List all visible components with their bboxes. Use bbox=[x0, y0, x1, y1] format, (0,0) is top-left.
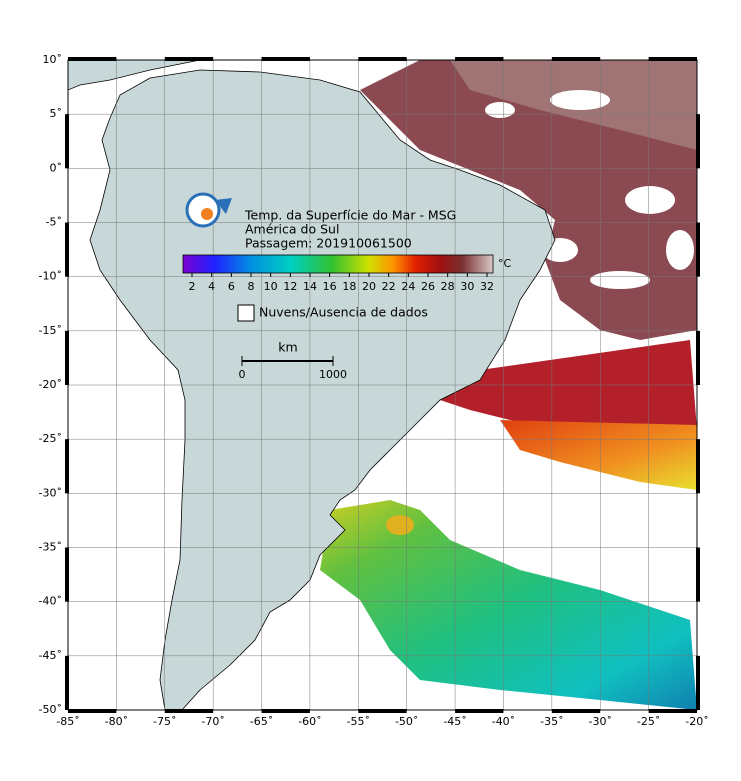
sst-south bbox=[320, 500, 697, 710]
colorbar-tick-label: 18 bbox=[342, 280, 356, 293]
lon-tick-label: -65˚ bbox=[250, 715, 273, 728]
lat-tick-label: 5˚ bbox=[50, 107, 63, 120]
border-segment bbox=[696, 439, 700, 494]
lon-tick-label: -25˚ bbox=[637, 715, 660, 728]
border-segment bbox=[455, 709, 504, 713]
colorbar-tick-label: 28 bbox=[441, 280, 455, 293]
lon-tick-label: -40˚ bbox=[492, 715, 515, 728]
border-segment bbox=[696, 330, 700, 385]
lon-tick-label: -55˚ bbox=[347, 715, 370, 728]
lat-tick-label: -20˚ bbox=[39, 378, 62, 391]
colorbar-tick-label: 2 bbox=[189, 280, 196, 293]
colorbar-tick-label: 32 bbox=[480, 280, 494, 293]
border-segment bbox=[551, 709, 601, 713]
lon-tick-label: -75˚ bbox=[153, 715, 176, 728]
colorbar-unit: °C bbox=[498, 257, 512, 270]
border-segment bbox=[68, 57, 117, 61]
border-segment bbox=[358, 709, 407, 713]
colorbar-tick-label: 16 bbox=[323, 280, 337, 293]
border-segment bbox=[164, 709, 214, 713]
lon-tick-label: -85˚ bbox=[56, 715, 79, 728]
border-segment bbox=[65, 655, 69, 710]
lon-tick-label: -80˚ bbox=[105, 715, 128, 728]
sst-north bbox=[360, 60, 697, 340]
border-segment bbox=[261, 709, 310, 713]
lon-tick-label: -30˚ bbox=[588, 715, 611, 728]
pass: Passagem: 201910061500 bbox=[245, 236, 412, 251]
region: América do Sul bbox=[245, 222, 339, 237]
border-segment bbox=[648, 709, 697, 713]
lon-tick-label: -20˚ bbox=[685, 715, 708, 728]
central-america bbox=[68, 60, 201, 91]
lon-tick-label: -50˚ bbox=[395, 715, 418, 728]
border-segment bbox=[65, 330, 69, 385]
lat-tick-label: 0˚ bbox=[50, 161, 63, 174]
south-america bbox=[89, 69, 556, 710]
border-segment bbox=[164, 57, 214, 61]
lat-tick-label: -30˚ bbox=[39, 486, 62, 499]
colorbar-tick-label: 22 bbox=[382, 280, 396, 293]
colorbar-tick-label: 10 bbox=[264, 280, 278, 293]
colorbar-tick-label: 24 bbox=[401, 280, 415, 293]
colorbar-tick-label: 4 bbox=[208, 280, 215, 293]
colorbar-tick-label: 26 bbox=[421, 280, 435, 293]
border-segment bbox=[65, 222, 69, 277]
lat-tick-label: -40˚ bbox=[39, 595, 62, 608]
map-area bbox=[68, 60, 697, 710]
legend-label: Nuvens/Ausencia de dados bbox=[259, 305, 428, 320]
border-segment bbox=[551, 57, 601, 61]
lon-tick-label: -45˚ bbox=[443, 715, 466, 728]
border-segment bbox=[696, 655, 700, 710]
scale-tick-label: 1000 bbox=[319, 368, 347, 381]
scale-unit: km bbox=[278, 340, 297, 355]
logo bbox=[185, 192, 232, 228]
lat-tick-label: 10˚ bbox=[43, 53, 63, 66]
lon-tick-label: -60˚ bbox=[298, 715, 321, 728]
colorbar-tick-label: 14 bbox=[303, 280, 317, 293]
legend-swatch bbox=[237, 304, 255, 322]
sst-warm-band bbox=[500, 420, 697, 490]
scale-tick-label: 0 bbox=[239, 368, 246, 381]
border-segment bbox=[455, 57, 504, 61]
colorbar-tick-label: 30 bbox=[460, 280, 474, 293]
colorbar-tick-label: 8 bbox=[248, 280, 255, 293]
title: Temp. da Superfície do Mar - MSG bbox=[244, 208, 456, 223]
frame-border bbox=[65, 57, 700, 713]
sst-red-band bbox=[440, 340, 697, 440]
lat-tick-label: -35˚ bbox=[39, 541, 62, 554]
colorbar-tick-label: 6 bbox=[228, 280, 235, 293]
lat-tick-label: -50˚ bbox=[39, 703, 62, 716]
lat-tick-label: -25˚ bbox=[39, 432, 62, 445]
lon-tick-label: -70˚ bbox=[201, 715, 224, 728]
border-segment bbox=[696, 114, 700, 169]
lat-tick-label: -10˚ bbox=[39, 270, 62, 283]
border-segment bbox=[65, 547, 69, 602]
border-segment bbox=[65, 114, 69, 169]
border-segment bbox=[648, 57, 697, 61]
colorbar-tick-label: 20 bbox=[362, 280, 376, 293]
lat-tick-label: -5˚ bbox=[46, 216, 62, 229]
grid bbox=[68, 60, 697, 710]
lat-tick-label: -45˚ bbox=[39, 649, 62, 662]
colorbar bbox=[182, 254, 494, 274]
lon-tick-label: -35˚ bbox=[540, 715, 563, 728]
border-segment bbox=[696, 222, 700, 277]
lat-tick-label: -15˚ bbox=[39, 324, 62, 337]
border-segment bbox=[358, 57, 407, 61]
border-segment bbox=[65, 439, 69, 494]
border-segment bbox=[696, 547, 700, 602]
sst-warm-patch bbox=[386, 515, 414, 535]
border-segment bbox=[68, 709, 117, 713]
colorbar-tick-label: 12 bbox=[283, 280, 297, 293]
border-segment bbox=[261, 57, 310, 61]
